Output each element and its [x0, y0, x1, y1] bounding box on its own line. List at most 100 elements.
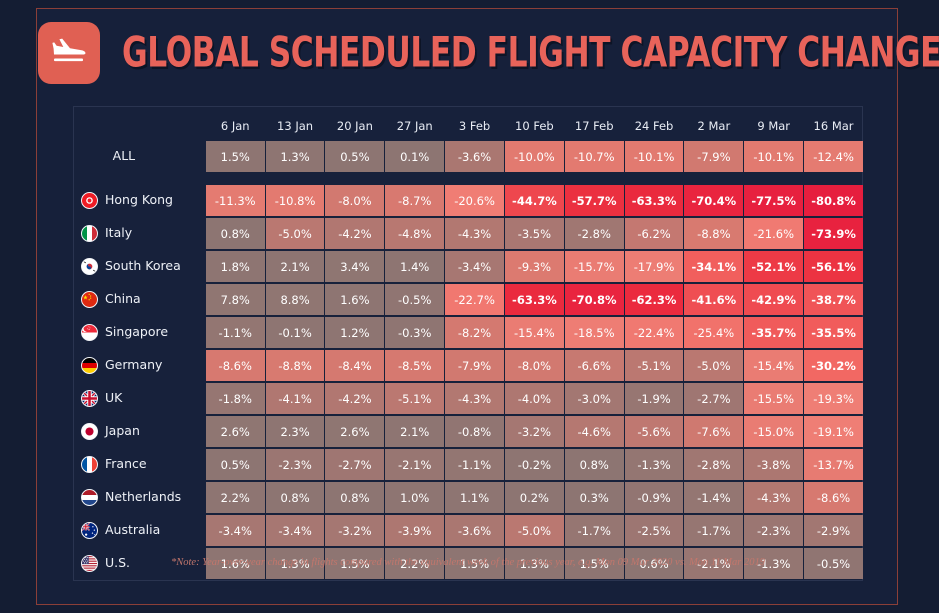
heatmap-cell: 8.8%	[265, 284, 325, 315]
heatmap-cell: -5.6%	[624, 416, 684, 447]
heatmap-cell: -8.4%	[325, 350, 385, 381]
heatmap-cell: 1.3%	[265, 141, 325, 172]
heatmap-cell: -1.4%	[684, 482, 744, 513]
hong-kong-flag-icon	[81, 192, 98, 209]
table-row: Italy 0.8% -5.0% -4.2% -4.8% -4.3% -3.5% -2.8% -…	[75, 218, 863, 249]
heatmap-cell: -44.7%	[504, 185, 564, 216]
heatmap-cell: -2.3%	[265, 449, 325, 480]
heatmap-cell: -73.9%	[804, 218, 863, 249]
heatmap-cell: -10.7%	[564, 141, 624, 172]
heatmap-cell: -38.7%	[804, 284, 863, 315]
row-label-text: South Korea	[105, 258, 181, 274]
heatmap-cell: -41.6%	[684, 284, 744, 315]
heatmap-cell: -3.2%	[325, 515, 385, 546]
heatmap-cell: -80.8%	[804, 185, 863, 216]
heatmap-cell: 1.4%	[385, 251, 445, 282]
heatmap-cell: -2.8%	[684, 449, 744, 480]
heatmap-cell: -3.0%	[564, 383, 624, 414]
heatmap-cell: 0.6%	[624, 548, 684, 579]
heatmap-cell: -15.4%	[504, 317, 564, 348]
heatmap-cell: -2.8%	[564, 218, 624, 249]
column-header-9-mar: 9 Mar	[757, 119, 791, 133]
heatmap-cell: -4.3%	[445, 383, 504, 414]
heatmap-cell: -0.5%	[804, 548, 863, 579]
heatmap-cell: 3.4%	[325, 251, 385, 282]
heatmap-cell: 2.6%	[325, 416, 385, 447]
heatmap-cell: -4.0%	[504, 383, 564, 414]
column-header-20-jan: 20 Jan	[336, 119, 373, 133]
heatmap-cell: -8.0%	[504, 350, 564, 381]
row-label-netherlands: Netherlands	[75, 482, 205, 513]
heatmap-cell: -4.3%	[445, 218, 504, 249]
heatmap-cell: -10.1%	[624, 141, 684, 172]
table-row: Australia -3.4% -3.4% -3.2% -3.9% -3.6% -5.0% -…	[75, 515, 863, 546]
heatmap-cell: -3.2%	[504, 416, 564, 447]
australia-flag-icon	[81, 522, 98, 539]
heatmap-cell: -15.4%	[744, 350, 804, 381]
heatmap-cell: -19.1%	[804, 416, 863, 447]
row-spacer	[75, 174, 863, 183]
heatmap-cell: -34.1%	[684, 251, 744, 282]
heatmap-cell: -3.4%	[445, 251, 504, 282]
heatmap-cell: -9.3%	[504, 251, 564, 282]
heatmap-cell: 2.2%	[205, 482, 265, 513]
heatmap-cell: -13.7%	[804, 449, 863, 480]
heatmap-cell: -52.1%	[744, 251, 804, 282]
row-label-hong-kong: Hong Kong	[75, 185, 205, 216]
row-label-text: Singapore	[105, 324, 169, 340]
heatmap-cell: -8.8%	[684, 218, 744, 249]
france-flag-icon	[81, 456, 98, 473]
heatmap-cell: 0.8%	[564, 449, 624, 480]
row-label-france: France	[75, 449, 205, 480]
row-label-text: ALL	[112, 148, 136, 164]
row-label-text: Germany	[105, 357, 163, 373]
row-label-china: China	[75, 284, 205, 315]
heatmap-cell: -5.1%	[624, 350, 684, 381]
row-label-text: U.S.	[105, 555, 131, 571]
heatmap-cell: 0.5%	[205, 449, 265, 480]
heatmap-cell: 1.5%	[205, 141, 265, 172]
row-label-text: France	[105, 456, 147, 472]
heatmap-cell: -10.8%	[265, 185, 325, 216]
heatmap-cell: -2.9%	[804, 515, 863, 546]
heatmap-cell: -3.6%	[445, 515, 504, 546]
table-row: Netherlands 2.2% 0.8% 0.8% 1.0% 1.1% 0.2% 0.3% -…	[75, 482, 863, 513]
heatmap-cell: -3.8%	[744, 449, 804, 480]
heatmap-cell: -8.7%	[385, 185, 445, 216]
heatmap-cell: 2.3%	[265, 416, 325, 447]
heatmap-cell: 1.1%	[445, 482, 504, 513]
heatmap-body: ALL 1.5% 1.3% 0.5% 0.1% -3.6% -10.0% -10.7% -10.…	[75, 141, 863, 579]
column-header-24-feb: 24 Feb	[634, 119, 674, 133]
row-label-text: Italy	[105, 225, 133, 241]
heatmap-cell: -22.4%	[624, 317, 684, 348]
heatmap-cell: 0.8%	[325, 482, 385, 513]
row-label-text: Netherlands	[105, 489, 182, 505]
capacity-change-heatmap: 6 Jan 13 Jan 20 Jan 27 Jan 3 Feb 10 Feb 17 Feb…	[74, 107, 864, 581]
heatmap-cell: -11.3%	[205, 185, 265, 216]
heatmap-cell: -1.1%	[445, 449, 504, 480]
heatmap-cell: -2.5%	[624, 515, 684, 546]
heatmap-cell: 1.5%	[564, 548, 624, 579]
heatmap-cell: -8.6%	[804, 482, 863, 513]
heatmap-cell: 0.2%	[504, 482, 564, 513]
heatmap-cell: 0.8%	[205, 218, 265, 249]
heatmap-cell: -1.9%	[624, 383, 684, 414]
heatmap-cell: -8.0%	[325, 185, 385, 216]
row-label-south-korea: South Korea	[75, 251, 205, 282]
heatmap-cell: 7.8%	[205, 284, 265, 315]
heatmap-cell: -4.2%	[325, 383, 385, 414]
heatmap-cell: 1.6%	[325, 284, 385, 315]
heatmap-cell: -2.1%	[385, 449, 445, 480]
heatmap-cell: -8.6%	[205, 350, 265, 381]
heatmap-cell: -35.7%	[744, 317, 804, 348]
italy-flag-icon	[81, 225, 98, 242]
table-row: ALL 1.5% 1.3% 0.5% 0.1% -3.6% -10.0% -10.7% -10.…	[75, 141, 863, 172]
heatmap-cell: -4.8%	[385, 218, 445, 249]
heatmap-cell: 0.1%	[385, 141, 445, 172]
heatmap-cell: -70.8%	[564, 284, 624, 315]
heatmap-cell: -1.3%	[624, 449, 684, 480]
row-label-all: ALL	[75, 141, 205, 172]
heatmap-cell: -3.6%	[445, 141, 504, 172]
heatmap-cell: -10.0%	[504, 141, 564, 172]
column-header-10-feb: 10 Feb	[515, 119, 554, 133]
